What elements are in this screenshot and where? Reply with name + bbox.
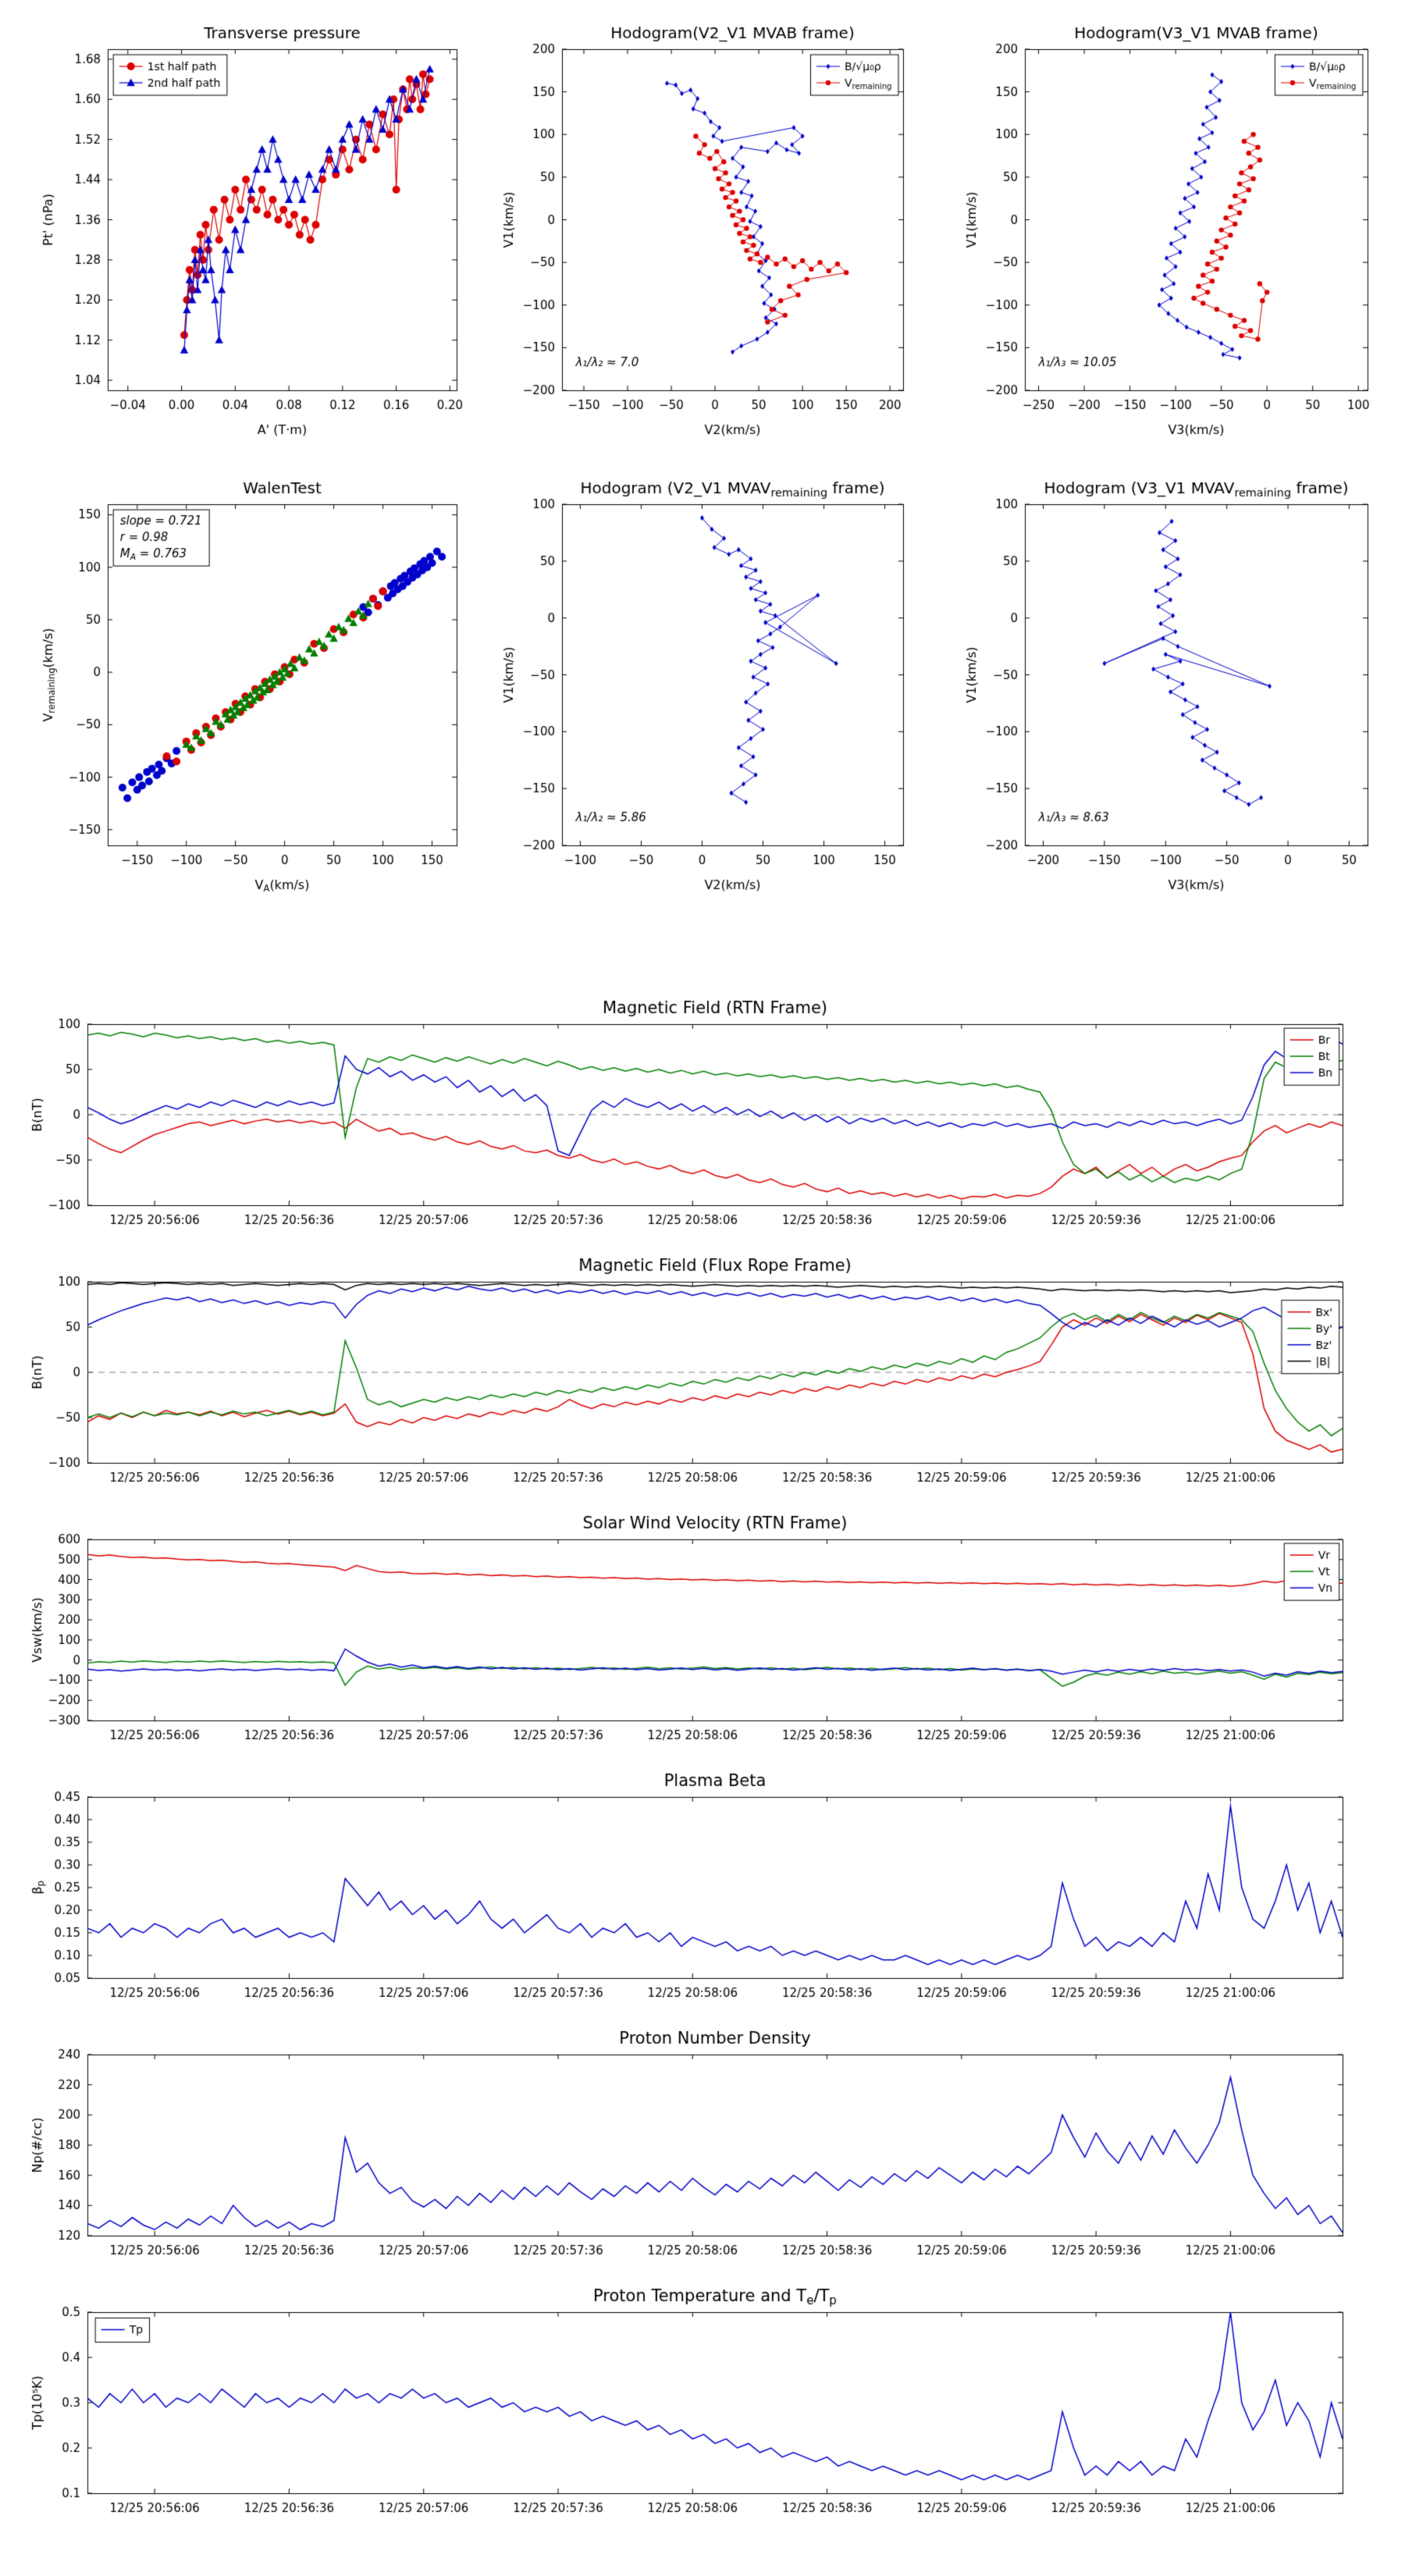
hodogram-v3v1-mvab-chart [951,12,1389,453]
magnetic-field-rtn-chart [16,993,1389,1244]
walen-test-chart [23,467,480,908]
magnetic-field-flux-rope-chart [16,1251,1389,1502]
hodogram-v3v1-mvav-chart [951,467,1389,908]
hodogram-v2v1-mvab-chart [488,12,925,453]
transverse-pressure-chart [23,12,480,453]
proton-density-chart [16,2023,1389,2275]
proton-temperature-chart [16,2281,1389,2532]
hodogram-v2v1-mvav-chart [488,467,925,908]
solar-wind-velocity-chart [16,1508,1389,1759]
plasma-beta-chart [16,1766,1389,2017]
